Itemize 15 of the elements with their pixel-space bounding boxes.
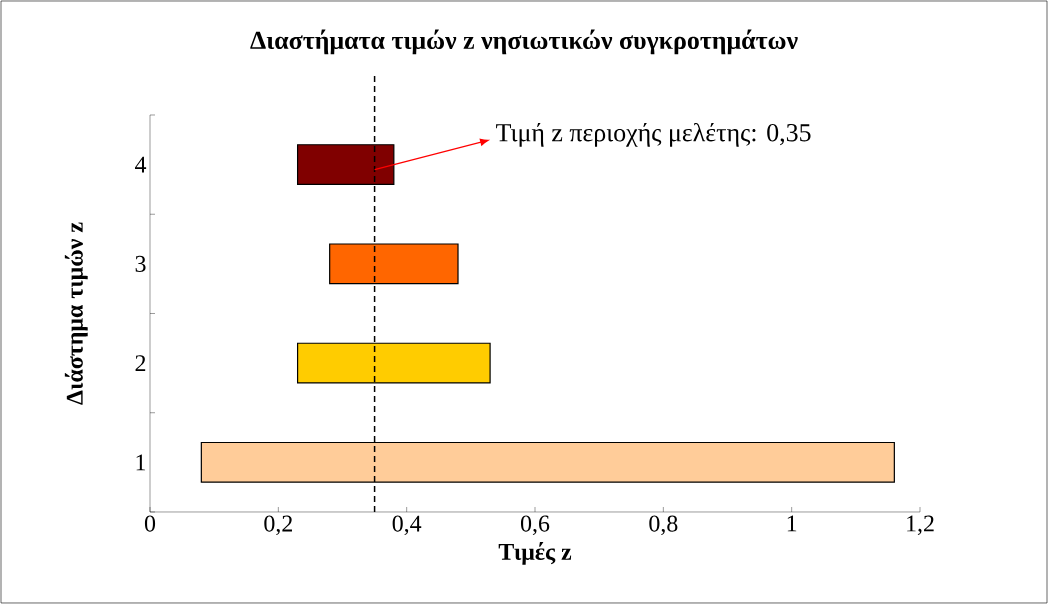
x-tick-label: 1,2 xyxy=(907,515,934,536)
chart-title: Διαστήματα τιμών z νησιωτικών συγκροτημάτων xyxy=(250,29,798,55)
y-axis-title: Διάστημα τιμών z xyxy=(64,222,88,405)
x-tick-label: 0,4 xyxy=(392,515,422,536)
x-tick-label: 0,6 xyxy=(520,515,550,536)
y-tick-label: 4 xyxy=(135,156,147,173)
x-tick-label: 0 xyxy=(144,515,156,532)
y-tick-label: 2 xyxy=(135,355,146,372)
x-tick-label: 0,2 xyxy=(264,515,292,536)
x-tick-label: 1 xyxy=(787,515,797,532)
x-tick-label: 0,8 xyxy=(649,515,678,536)
x-axis-title: Τιμές z xyxy=(498,541,572,565)
y-tick-label: 1 xyxy=(136,454,146,471)
ref-line-label: Τιμή z περιοχής μελέτης: 0,35 xyxy=(496,122,811,147)
y-tick-label: 3 xyxy=(135,255,146,272)
